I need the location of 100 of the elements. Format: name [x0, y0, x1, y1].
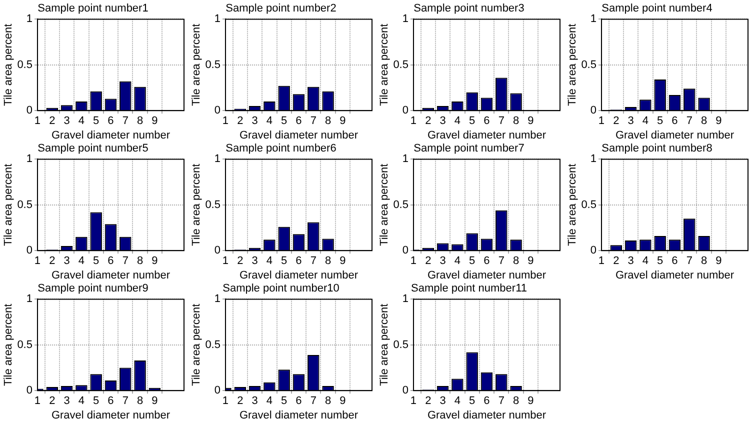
x-tick-label: 1: [222, 115, 229, 128]
y-tick-label: 0: [26, 104, 32, 117]
x-axis-title: Gravel diameter number: [51, 269, 170, 282]
x-tick-label: 6: [108, 115, 114, 128]
x-tick-label: 7: [122, 255, 128, 268]
y-tick-label: 1: [26, 293, 32, 306]
x-tick-label: 2: [237, 255, 244, 268]
x-tick-label: 8: [512, 395, 520, 408]
x-tick-label: 3: [440, 255, 446, 268]
x-tick-label: 9: [340, 395, 346, 408]
x-tick-label: 3: [628, 115, 634, 128]
chart-title: Sample point number10: [222, 282, 340, 295]
x-tick-label: 8: [136, 255, 144, 268]
x-tick-label: 4: [266, 115, 273, 128]
x-tick-label: 7: [310, 115, 316, 128]
x-axis-title: Gravel diameter number: [427, 129, 546, 142]
x-tick-label: 9: [528, 115, 534, 128]
y-axis-title: Tile area percent: [566, 24, 579, 106]
chart-title: Sample point number9: [38, 282, 148, 295]
x-tick-label: 1: [598, 255, 605, 268]
x-tick-label: 7: [686, 115, 692, 128]
y-tick-label: 0: [26, 244, 32, 257]
x-tick-label: 9: [340, 115, 346, 128]
x-tick-label: 6: [484, 115, 490, 128]
x-tick-label: 8: [512, 255, 520, 268]
x-tick-label: 9: [528, 395, 534, 408]
x-tick-label: 6: [484, 255, 490, 268]
x-axis-title: Gravel diameter number: [239, 129, 358, 142]
y-tick-label: 0: [590, 244, 596, 257]
y-tick-label: 0.5: [581, 58, 596, 71]
x-tick-label: 6: [484, 395, 490, 408]
chart-title: Sample point number2: [226, 2, 336, 15]
x-tick-label: 5: [657, 115, 664, 128]
x-tick-label: 2: [425, 395, 432, 408]
x-tick-label: 5: [469, 255, 476, 268]
y-tick-label: 1: [26, 13, 32, 26]
x-tick-label: 5: [93, 395, 100, 408]
chart-title: Sample point number7: [414, 142, 524, 155]
x-tick-label: 6: [672, 255, 678, 268]
y-tick-label: 0.5: [17, 58, 32, 71]
y-tick-label: 0.5: [581, 198, 596, 211]
x-tick-label: 6: [296, 395, 302, 408]
x-tick-label: 4: [78, 255, 85, 268]
y-tick-label: 0: [402, 384, 408, 397]
x-tick-label: 6: [108, 395, 114, 408]
y-tick-label: 0.5: [17, 338, 32, 351]
y-tick-label: 1: [590, 153, 596, 166]
x-tick-label: 1: [34, 255, 41, 268]
y-tick-label: 0: [402, 104, 408, 117]
x-tick-label: 2: [613, 115, 620, 128]
x-tick-label: 1: [410, 115, 417, 128]
y-axis-title: Tile area percent: [2, 304, 15, 386]
x-tick-label: 8: [324, 395, 332, 408]
x-tick-label: 9: [152, 255, 158, 268]
x-tick-label: 2: [425, 115, 432, 128]
x-tick-label: 4: [642, 255, 649, 268]
y-tick-label: 1: [214, 153, 220, 166]
x-tick-label: 7: [498, 255, 504, 268]
x-tick-label: 3: [64, 115, 70, 128]
x-tick-label: 8: [700, 115, 708, 128]
y-tick-label: 0: [214, 244, 220, 257]
x-tick-label: 1: [222, 395, 229, 408]
x-tick-label: 7: [498, 115, 504, 128]
y-tick-label: 1: [402, 293, 408, 306]
x-tick-label: 7: [498, 395, 504, 408]
x-tick-label: 4: [454, 115, 461, 128]
x-tick-label: 5: [657, 255, 664, 268]
x-tick-label: 1: [222, 255, 229, 268]
y-axis-title: Tile area percent: [190, 304, 203, 386]
y-tick-label: 0.5: [205, 58, 220, 71]
chart-title: Sample point number4: [602, 2, 712, 15]
x-tick-label: 1: [34, 395, 41, 408]
x-tick-label: 9: [340, 255, 346, 268]
y-tick-label: 0.5: [393, 58, 408, 71]
x-tick-label: 3: [252, 255, 258, 268]
x-tick-label: 2: [237, 395, 244, 408]
x-tick-label: 2: [613, 255, 620, 268]
x-axis-title: Gravel diameter number: [427, 409, 546, 422]
x-tick-label: 7: [310, 255, 316, 268]
x-tick-label: 4: [454, 255, 461, 268]
x-tick-label: 8: [324, 115, 332, 128]
y-axis-title: Tile area percent: [378, 304, 391, 386]
chart-title: Sample point number5: [38, 142, 148, 155]
x-tick-label: 4: [266, 395, 273, 408]
x-tick-label: 8: [700, 255, 708, 268]
x-tick-label: 7: [686, 255, 692, 268]
x-tick-label: 2: [49, 115, 56, 128]
y-tick-label: 0.5: [205, 198, 220, 211]
y-tick-label: 1: [402, 153, 408, 166]
y-tick-label: 0.5: [17, 198, 32, 211]
y-tick-label: 1: [214, 13, 220, 26]
chart-title: Sample point number8: [602, 142, 712, 155]
y-tick-label: 0: [214, 384, 220, 397]
x-tick-label: 4: [642, 115, 649, 128]
x-tick-label: 5: [93, 115, 100, 128]
x-axis-title: Gravel diameter number: [615, 129, 734, 142]
x-tick-label: 3: [252, 395, 258, 408]
y-axis-title: Tile area percent: [2, 164, 15, 246]
x-tick-label: 3: [252, 115, 258, 128]
x-tick-label: 5: [469, 395, 476, 408]
